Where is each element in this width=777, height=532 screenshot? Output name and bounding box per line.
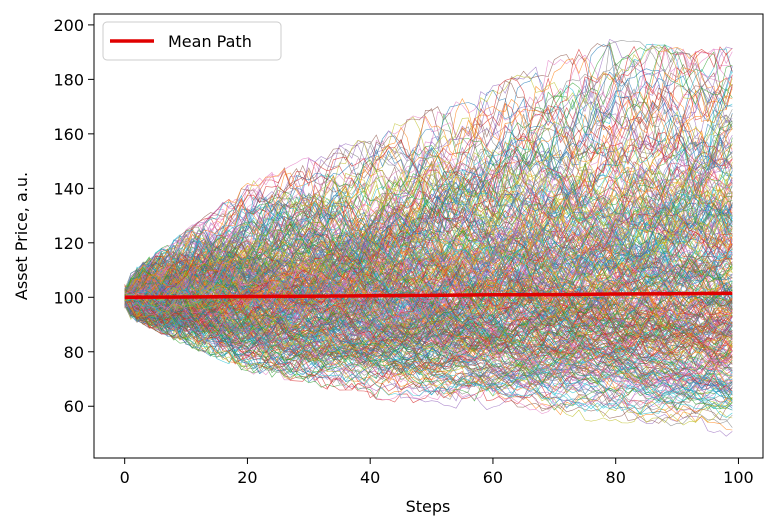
simulated-path-line: [124, 110, 733, 321]
y-tick-label: 200: [53, 16, 84, 35]
y-axis-label: Asset Price, a.u.: [12, 172, 31, 300]
simulated-path-line: [124, 284, 733, 339]
simulated-path-line: [124, 243, 733, 339]
y-tick-label: 100: [53, 288, 84, 307]
simulated-path-line: [124, 229, 733, 322]
y-tick-label: 180: [53, 70, 84, 89]
simulated-path-line: [124, 192, 733, 314]
simulated-path-line: [124, 56, 733, 302]
simulated-path-line: [124, 289, 733, 409]
simulated-path-line: [124, 287, 733, 372]
legend-label-mean-path: Mean Path: [168, 32, 252, 51]
simulated-path-line: [124, 296, 733, 375]
y-tick-label: 60: [64, 397, 84, 416]
simulated-path-line: [124, 80, 733, 295]
simulated-path-line: [124, 78, 733, 297]
simulated-path-line: [124, 206, 733, 316]
simulated-path-line: [124, 198, 733, 301]
simulated-path-line: [124, 77, 733, 309]
simulated-path-line: [124, 273, 733, 340]
simulated-path-line: [124, 281, 733, 376]
simulated-path-line: [124, 221, 733, 402]
simulated-path-line: [124, 44, 733, 335]
x-tick-label: 80: [606, 468, 626, 487]
simulated-path-line: [124, 290, 733, 402]
simulated-path-line: [124, 279, 733, 359]
simulated-path-line: [124, 198, 733, 390]
simulated-path-line: [124, 46, 733, 315]
simulated-path-line: [124, 267, 733, 340]
simulated-path-line: [124, 90, 733, 301]
simulated-path-line: [124, 49, 733, 332]
simulated-path-line: [124, 291, 733, 415]
simulated-path-line: [124, 163, 733, 325]
simulated-path-line: [124, 267, 733, 343]
simulated-path-line: [124, 232, 733, 346]
simulated-path-line: [124, 228, 733, 400]
x-axis-label: Steps: [406, 497, 451, 516]
simulated-path-line: [124, 177, 733, 316]
simulated-path-line: [124, 191, 733, 310]
simulated-path-line: [124, 181, 733, 317]
simulated-path-line: [124, 250, 733, 345]
simulated-path-line: [124, 290, 733, 386]
y-tick-label: 140: [53, 179, 84, 198]
simulated-path-line: [124, 152, 733, 301]
simulated-path-line: [124, 179, 733, 314]
simulated-path-line: [124, 298, 733, 412]
simulated-path-line: [124, 290, 733, 360]
simulated-path-line: [124, 44, 733, 296]
simulated-path-line: [124, 262, 733, 387]
x-tick-label: 60: [483, 468, 503, 487]
simulated-path-line: [124, 148, 733, 328]
simulated-path-line: [124, 277, 733, 354]
x-tick-label: 100: [723, 468, 754, 487]
simulated-path-line: [124, 264, 733, 415]
simulated-path-line: [124, 43, 733, 302]
simulated-path-line: [124, 280, 733, 396]
simulated-path-line: [124, 269, 733, 402]
simulated-path-line: [124, 137, 733, 327]
simulated-path-line: [124, 161, 733, 306]
x-tick-label: 40: [360, 468, 380, 487]
simulated-path-line: [124, 146, 733, 304]
simulated-path-line: [124, 275, 733, 357]
mean-path-line: [124, 291, 733, 300]
simulated-path-line: [124, 252, 733, 324]
x-tick-label: 0: [120, 468, 130, 487]
simulated-path-line: [124, 294, 733, 418]
simulated-path-line: [124, 162, 733, 324]
x-axis-ticks: 0 20 40 60 80 100: [120, 458, 754, 487]
x-tick-label: 20: [237, 468, 257, 487]
simulated-path-line: [124, 84, 733, 295]
simulated-path-line: [124, 78, 733, 309]
simulated-path-line: [124, 258, 733, 411]
simulated-path-line: [124, 267, 733, 431]
simulated-path-line: [124, 260, 733, 347]
y-axis-ticks: 60 80 100 120 140 160 180 200: [53, 16, 94, 416]
simulated-path-line: [124, 258, 733, 339]
simulated-path-line: [124, 195, 733, 305]
y-tick-label: 120: [53, 234, 84, 253]
simulated-path-line: [124, 302, 733, 394]
simulated-path-line: [124, 201, 733, 328]
simulated-path-line: [124, 172, 733, 300]
simulated-path-line: [124, 280, 733, 402]
legend-box: [102, 21, 282, 61]
mean-path-series: [124, 291, 733, 300]
plot-frame: [93, 13, 764, 459]
legend: Mean Path: [102, 21, 282, 61]
simulated-path-line: [124, 282, 733, 385]
simulated-path-line: [124, 187, 733, 346]
simulated-path-line: [124, 139, 733, 296]
simulated-paths: [124, 38, 733, 437]
y-tick-label: 80: [64, 343, 84, 362]
simulated-path-line: [124, 221, 733, 312]
simulated-path-line: [124, 123, 733, 320]
simulated-path-line: [124, 169, 733, 318]
y-tick-label: 160: [53, 125, 84, 144]
simulated-path-line: [124, 223, 733, 365]
